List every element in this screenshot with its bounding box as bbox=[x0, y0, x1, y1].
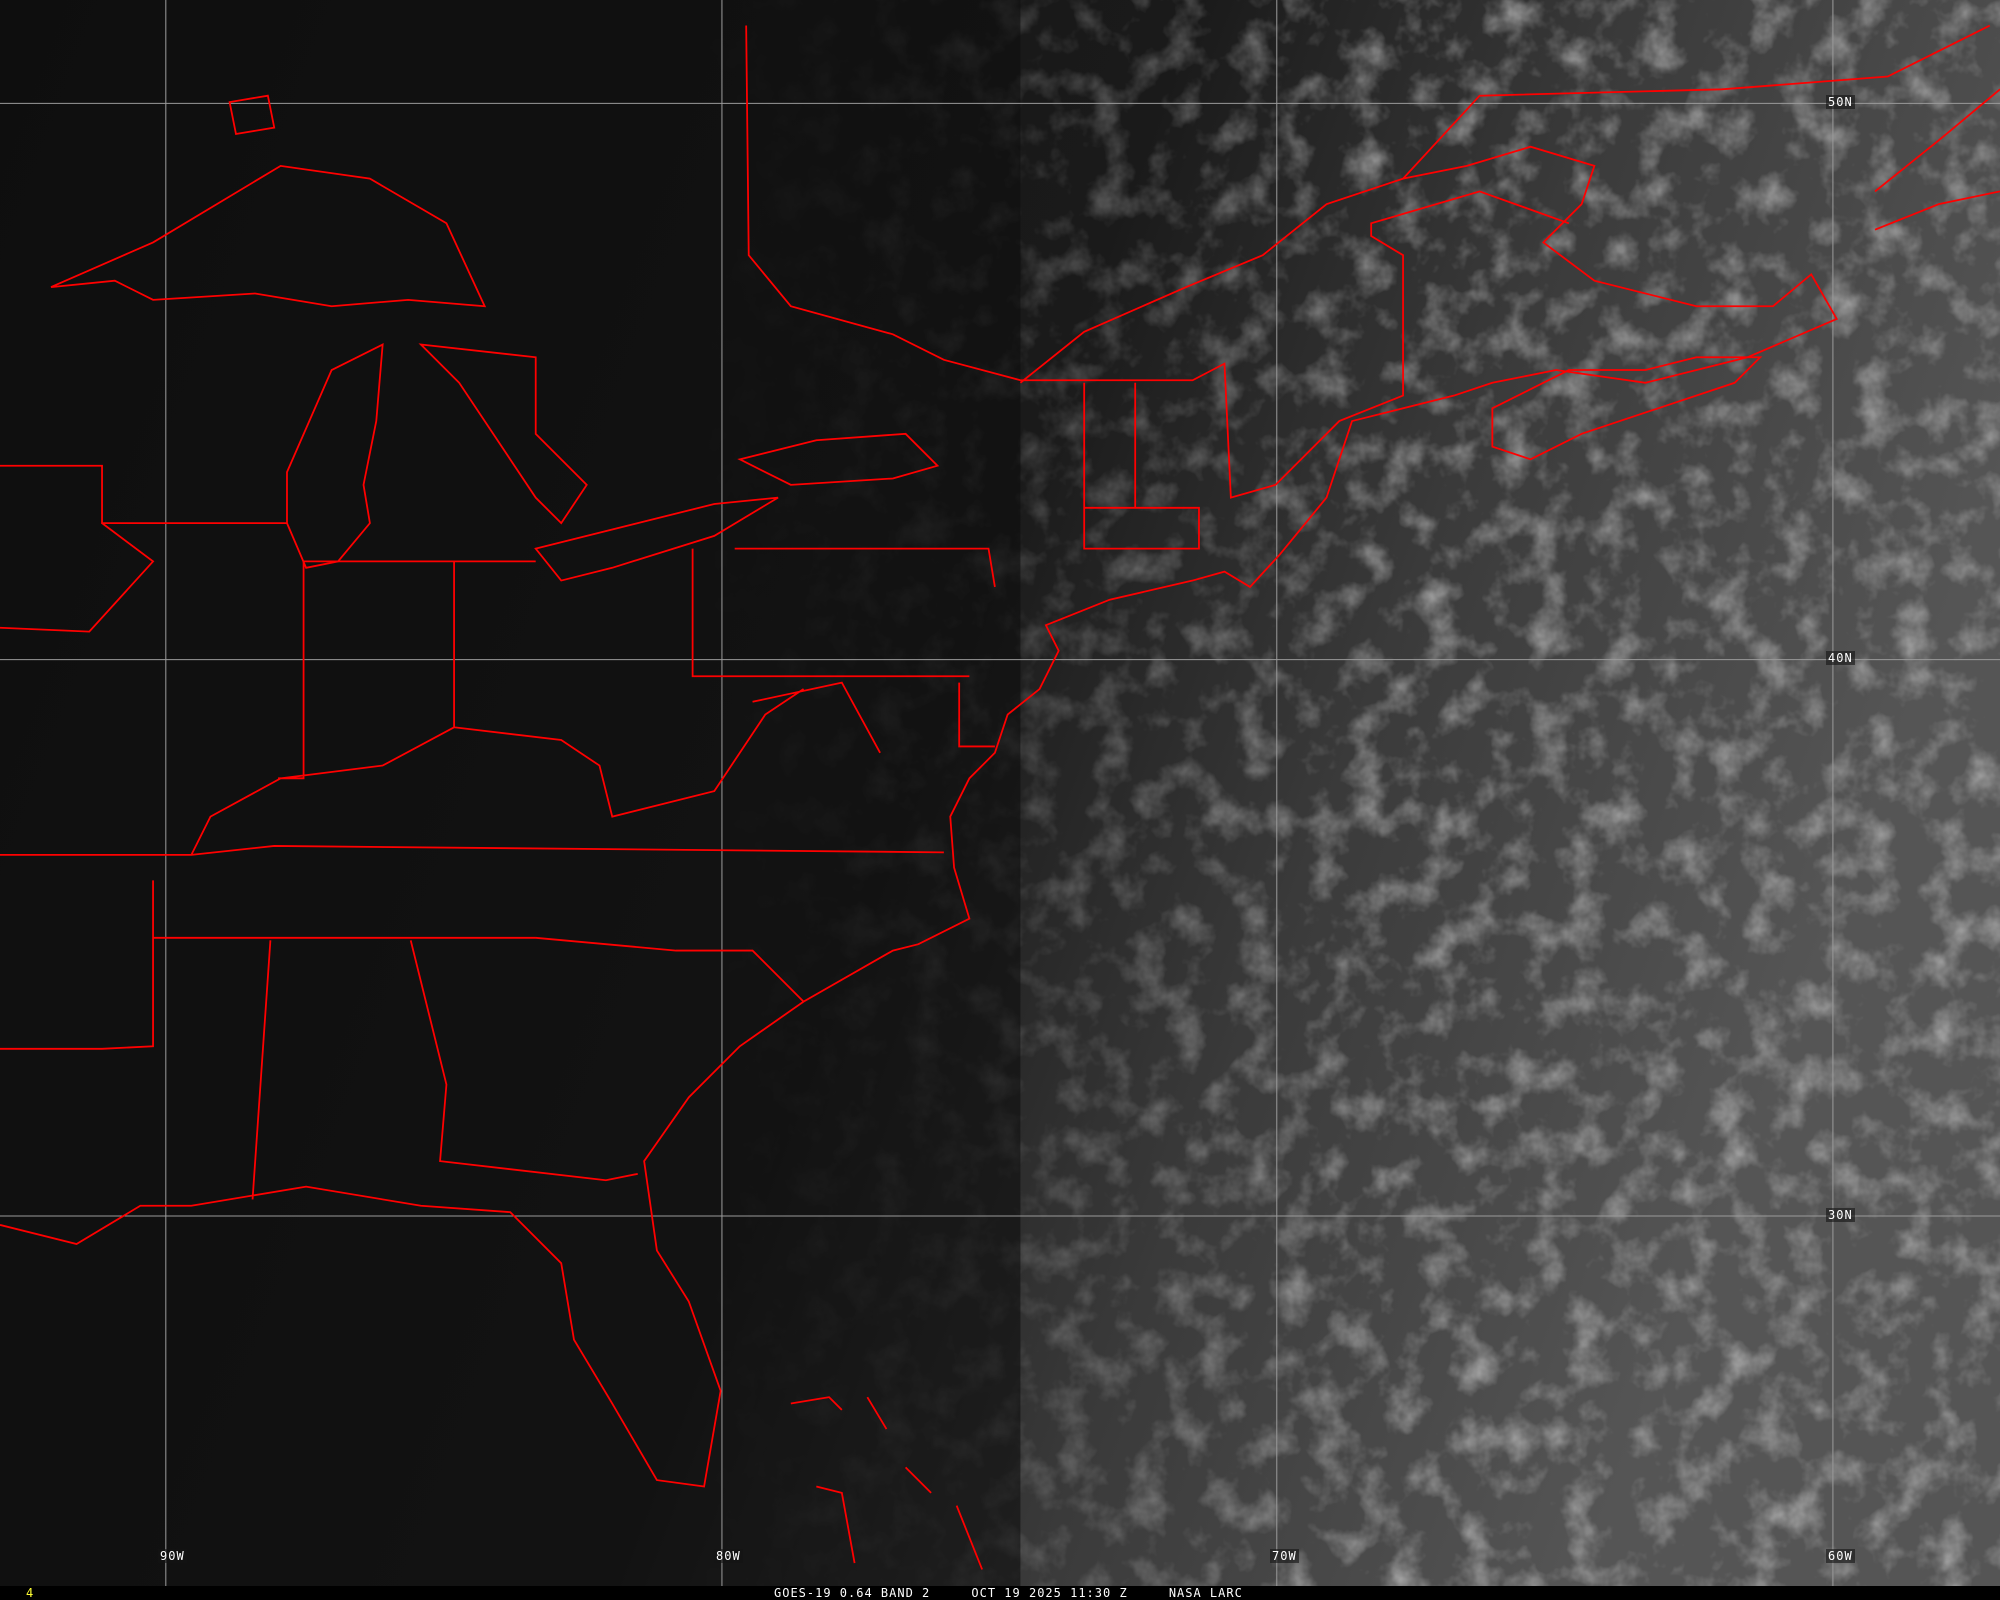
observation-time: OCT 19 2025 11:30 Z bbox=[971, 1586, 1128, 1600]
lake-erie bbox=[534, 496, 779, 582]
lake-huron bbox=[418, 343, 588, 525]
state-lines bbox=[0, 382, 1200, 1200]
longitude-label-70w: 70W bbox=[1270, 1549, 1299, 1563]
canada-coast bbox=[1019, 145, 1839, 556]
land-dark bbox=[0, 0, 1020, 1586]
nova-scotia bbox=[1491, 356, 1763, 461]
labrador-coast bbox=[1402, 24, 1991, 180]
latitude-label-40n: 40N bbox=[1826, 651, 1855, 665]
lake-ontario bbox=[737, 432, 940, 486]
isle-royale bbox=[228, 94, 276, 135]
east-coastline bbox=[0, 554, 1280, 1488]
latitude-label-50n: 50N bbox=[1826, 95, 1855, 109]
longitude-label-60w: 60W bbox=[1826, 1549, 1855, 1563]
longitude-label-90w: 90W bbox=[158, 1549, 187, 1563]
us-canada-border bbox=[745, 25, 1570, 499]
bahamas bbox=[790, 1396, 983, 1570]
satellite-band: GOES-19 0.64 BAND 2 bbox=[774, 1586, 931, 1600]
frame-number: 4 bbox=[26, 1586, 34, 1600]
image-source: NASA LARC bbox=[1168, 1586, 1243, 1600]
image-caption: GOES-19 0.64 BAND 2 OCT 19 2025 11:30 Z … bbox=[774, 1586, 1243, 1600]
caption-bar bbox=[0, 1586, 2000, 1600]
latitude-label-30n: 30N bbox=[1826, 1208, 1855, 1222]
lake-michigan bbox=[286, 342, 384, 569]
lake-superior bbox=[50, 164, 487, 308]
newfoundland bbox=[1874, 88, 2000, 231]
longitude-label-80w: 80W bbox=[714, 1549, 743, 1563]
political-boundaries bbox=[0, 24, 2000, 1570]
